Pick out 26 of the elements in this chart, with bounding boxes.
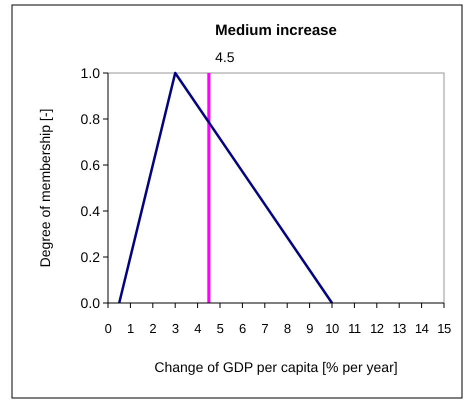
x-tick-label: 12 — [370, 321, 384, 336]
x-tick-label: 7 — [261, 321, 268, 336]
x-tick-label: 11 — [348, 321, 361, 336]
x-tick-label: 4 — [194, 321, 202, 336]
x-tick-label: 15 — [437, 321, 451, 336]
x-tick-label: 9 — [306, 321, 314, 336]
x-tick-label: 14 — [414, 321, 429, 336]
y-axis-title: Degree of membership [-] — [37, 108, 53, 268]
x-tick-label: 0 — [104, 321, 112, 336]
y-tick-label: 0.6 — [80, 157, 100, 173]
y-tick-label: 0.0 — [80, 295, 100, 311]
x-tick-label: 3 — [172, 321, 179, 336]
x-tick-label: 10 — [325, 321, 339, 336]
y-tick-label: 0.4 — [80, 203, 100, 219]
chart-title: Medium increase — [215, 22, 337, 39]
y-tick-label: 0.2 — [80, 249, 100, 265]
x-tick-label: 8 — [284, 321, 291, 336]
x-tick-label: 2 — [149, 321, 156, 336]
x-tick-label: 6 — [239, 321, 246, 336]
x-tick-label: 1 — [127, 321, 134, 336]
x-tick-label: 5 — [216, 321, 224, 336]
y-tick-label: 1.0 — [80, 65, 100, 81]
x-axis-title: Change of GDP per capita [% per year] — [154, 359, 398, 375]
x-tick-label: 13 — [392, 321, 406, 336]
y-tick-label: 0.8 — [80, 111, 100, 127]
ref-line-label: 4.5 — [215, 49, 235, 65]
